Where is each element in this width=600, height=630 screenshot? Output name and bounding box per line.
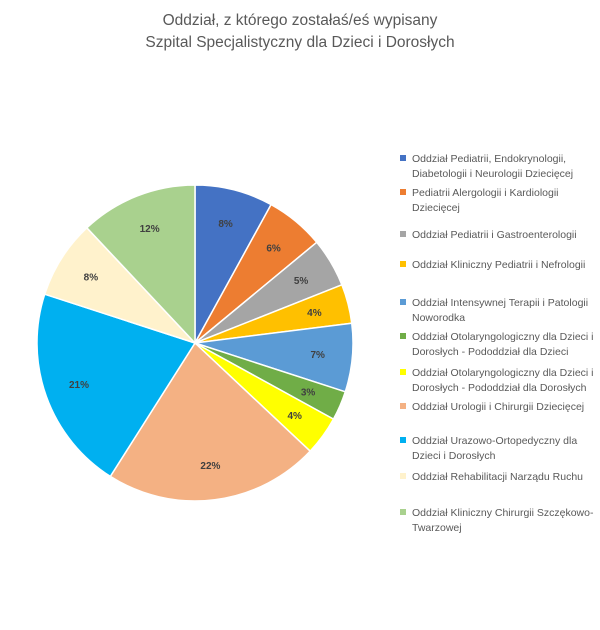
legend-item: Oddział Urazowo-Ortopedyczny dla Dzieci … bbox=[400, 434, 596, 463]
legend-label: Pediatrii Alergologii i Kardiologii Dzie… bbox=[412, 187, 559, 214]
legend-item: Oddział Urologii i Chirurgii Dziecięcej bbox=[400, 400, 596, 415]
slice-data-label: 4% bbox=[287, 411, 302, 422]
legend-item: Oddział Pediatrii, Endokrynologii, Diabe… bbox=[400, 152, 596, 181]
pie-slice bbox=[109, 341, 312, 502]
slice-data-label: 8% bbox=[218, 219, 233, 230]
chart-title: Oddział, z którego zostałaś/eś wypisany bbox=[162, 12, 438, 29]
legend-swatch bbox=[400, 231, 406, 237]
slice-data-label: 5% bbox=[294, 276, 309, 287]
legend-label: Oddział Otolaryngologiczny dla Dzieci i … bbox=[412, 331, 594, 358]
legend-item: Pediatrii Alergologii i Kardiologii Dzie… bbox=[400, 186, 596, 215]
legend-label: Oddział Urologii i Chirurgii Dziecięcej bbox=[412, 401, 585, 413]
legend-swatch bbox=[400, 299, 406, 305]
chart-title-block: Oddział, z którego zostałaś/eś wypisany … bbox=[0, 10, 600, 54]
legend-swatch bbox=[400, 473, 406, 479]
legend-item: Oddział Otolaryngologiczny dla Dzieci i … bbox=[400, 330, 596, 359]
pie-slice bbox=[85, 184, 196, 345]
slice-data-label: 21% bbox=[69, 380, 89, 391]
slice-data-label: 8% bbox=[84, 273, 99, 284]
slice-data-label: 6% bbox=[266, 244, 281, 255]
slice-data-label: 4% bbox=[307, 308, 322, 319]
legend-label: Oddział Kliniczny Chirurgii Szczękowo-Tw… bbox=[412, 507, 594, 534]
legend-swatch bbox=[400, 155, 406, 161]
slice-data-label: 3% bbox=[301, 387, 316, 398]
legend-label: Oddział Intensywnej Terapii i Patologii … bbox=[412, 297, 589, 324]
legend-label: Oddział Urazowo-Ortopedyczny dla Dzieci … bbox=[412, 435, 578, 462]
legend-label: Oddział Kliniczny Pediatrii i Nefrologii bbox=[412, 259, 586, 271]
slice-data-label: 12% bbox=[140, 224, 160, 235]
legend-swatch bbox=[400, 509, 406, 515]
legend-swatch bbox=[400, 403, 406, 409]
slice-data-label: 22% bbox=[200, 461, 220, 472]
legend-item: Oddział Otolaryngologiczny dla Dzieci i … bbox=[400, 366, 596, 395]
legend-label: Oddział Pediatrii, Endokrynologii, Diabe… bbox=[412, 153, 574, 180]
legend-label: Oddział Otolaryngologiczny dla Dzieci i … bbox=[412, 367, 594, 394]
legend-label: Oddział Pediatrii i Gastroenterologii bbox=[412, 229, 577, 241]
slice-data-label: 7% bbox=[310, 350, 325, 361]
chart-subtitle: Szpital Specjalistyczny dla Dzieci i Dor… bbox=[145, 34, 455, 51]
legend-item: Oddział Kliniczny Chirurgii Szczękowo-Tw… bbox=[400, 506, 596, 535]
pie-slice bbox=[36, 293, 197, 478]
legend-item: Oddział Pediatrii i Gastroenterologii bbox=[400, 228, 596, 243]
legend-swatch bbox=[400, 261, 406, 267]
legend-label: Oddział Rehabilitacji Narządu Ruchu bbox=[412, 471, 584, 483]
legend-swatch bbox=[400, 333, 406, 339]
legend-swatch bbox=[400, 189, 406, 195]
legend-swatch bbox=[400, 437, 406, 443]
legend-item: Oddział Kliniczny Pediatrii i Nefrologii bbox=[400, 258, 596, 273]
legend-item: Oddział Intensywnej Terapii i Patologii … bbox=[400, 296, 596, 325]
legend-swatch bbox=[400, 369, 406, 375]
legend-item: Oddział Rehabilitacji Narządu Ruchu bbox=[400, 470, 596, 485]
